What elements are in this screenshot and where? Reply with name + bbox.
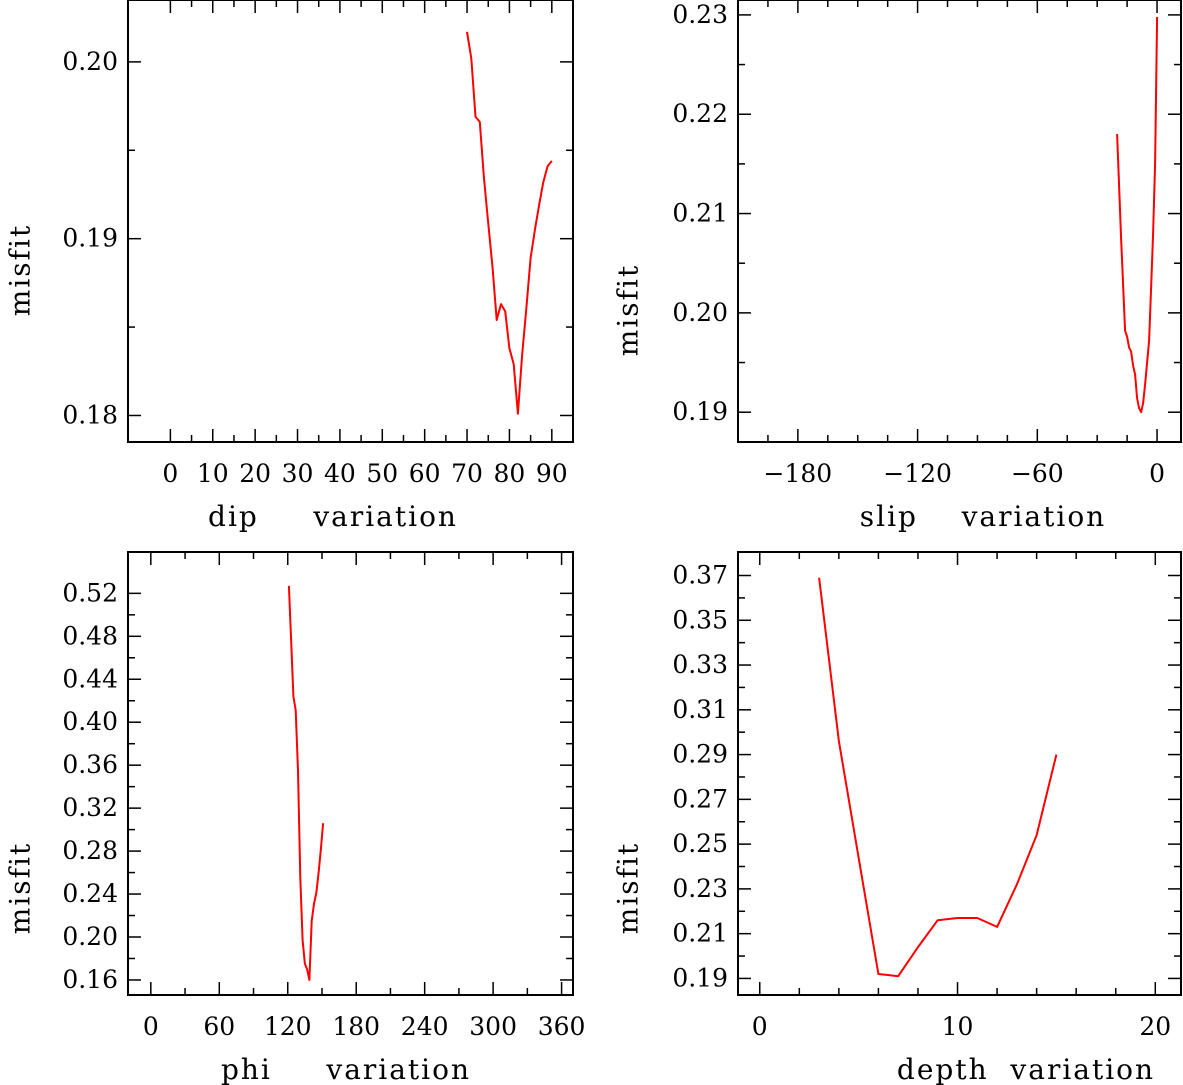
x-tick-label: 60 xyxy=(203,1012,235,1041)
x-tick-label: 80 xyxy=(494,459,526,488)
x-axis-title: dip variation xyxy=(208,500,458,533)
y-tick-label: 0.20 xyxy=(672,298,728,327)
y-tick-label: 0.20 xyxy=(62,47,118,76)
x-axis-title: phi variation xyxy=(221,1053,471,1085)
plot-frame xyxy=(127,551,574,996)
x-tick-label: 10 xyxy=(942,1012,974,1041)
y-tick-label: 0.33 xyxy=(672,650,728,679)
x-axis-title: depth variation xyxy=(897,1053,1155,1085)
x-tick-label: 240 xyxy=(401,1012,449,1041)
x-tick-label: −120 xyxy=(883,459,952,488)
y-tick-label: 0.52 xyxy=(62,578,118,607)
y-tick-label: 0.21 xyxy=(672,919,728,948)
plot-frame xyxy=(737,551,1182,996)
x-tick-label: 10 xyxy=(197,459,229,488)
x-tick-label: 90 xyxy=(536,459,568,488)
series-line-depth xyxy=(818,577,1058,978)
y-axis-title: misfit xyxy=(612,842,645,934)
y-tick-label: 0.23 xyxy=(672,0,728,29)
y-tick-label: 0.20 xyxy=(62,922,118,951)
x-tick-label: 0 xyxy=(752,1012,768,1041)
x-tick-label: 0 xyxy=(1149,459,1165,488)
y-tick-label: 0.44 xyxy=(62,664,118,693)
panel-phi-variation: 0 60 120 180 240 300 360 0.16 0.20 0.24 0.28 0.32 0.… xyxy=(4,551,586,1085)
x-tick-label: 60 xyxy=(409,459,441,488)
y-tick-label: 0.19 xyxy=(672,397,728,426)
x-tick-label: 300 xyxy=(469,1012,517,1041)
x-tick-label: −180 xyxy=(764,459,833,488)
x-tick-label: −60 xyxy=(1011,459,1064,488)
plot-frame xyxy=(737,0,1182,443)
x-tick-label: 0 xyxy=(143,1012,159,1041)
y-tick-label: 0.31 xyxy=(672,695,728,724)
x-tick-label: 30 xyxy=(282,459,314,488)
series-line-dip xyxy=(466,31,553,415)
y-tick-label: 0.40 xyxy=(62,707,118,736)
series-line-slip xyxy=(1116,16,1159,414)
y-axis-title: misfit xyxy=(4,842,37,934)
y-tick-label: 0.28 xyxy=(62,836,118,865)
panel-dip-variation: 0 10 20 30 40 50 60 70 80 90 0.18 0.19 0.20 dip varia… xyxy=(4,0,574,533)
y-tick-label: 0.25 xyxy=(672,829,728,858)
x-tick-label: 70 xyxy=(451,459,483,488)
y-tick-label: 0.18 xyxy=(62,400,118,429)
x-tick-label: 0 xyxy=(162,459,178,488)
y-tick-label: 0.32 xyxy=(62,793,118,822)
y-tick-label: 0.27 xyxy=(672,784,728,813)
y-tick-label: 0.29 xyxy=(672,740,728,769)
series-line-phi xyxy=(287,585,325,981)
y-tick-label: 0.35 xyxy=(672,605,728,634)
x-axis-title: slip variation xyxy=(860,500,1106,533)
y-tick-label: 0.19 xyxy=(672,963,728,992)
panel-slip-variation: −180 −120 −60 0 0.19 0.20 0.21 0.22 0.23 slip var… xyxy=(612,0,1182,533)
x-tick-label: 40 xyxy=(324,459,356,488)
y-axis-title: misfit xyxy=(612,264,645,356)
y-axis-title: misfit xyxy=(4,224,37,316)
y-tick-label: 0.24 xyxy=(62,879,118,908)
y-tick-label: 0.48 xyxy=(62,621,118,650)
y-tick-label: 0.16 xyxy=(62,965,118,994)
y-tick-label: 0.36 xyxy=(62,750,118,779)
y-tick-label: 0.37 xyxy=(672,561,728,590)
x-tick-label: 20 xyxy=(239,459,271,488)
x-tick-label: 180 xyxy=(332,1012,380,1041)
panel-depth-variation: 0 10 20 0.19 0.21 0.23 0.25 0.27 0.29 0.31 0.33 0.3… xyxy=(612,551,1182,1085)
x-tick-label: 120 xyxy=(264,1012,312,1041)
y-tick-label: 0.22 xyxy=(672,99,728,128)
plot-frame xyxy=(127,0,574,443)
y-tick-label: 0.23 xyxy=(672,874,728,903)
x-tick-label: 20 xyxy=(1139,1012,1171,1041)
x-tick-label: 360 xyxy=(538,1012,586,1041)
y-tick-label: 0.19 xyxy=(62,224,118,253)
x-tick-label: 50 xyxy=(366,459,398,488)
y-tick-label: 0.21 xyxy=(672,199,728,228)
